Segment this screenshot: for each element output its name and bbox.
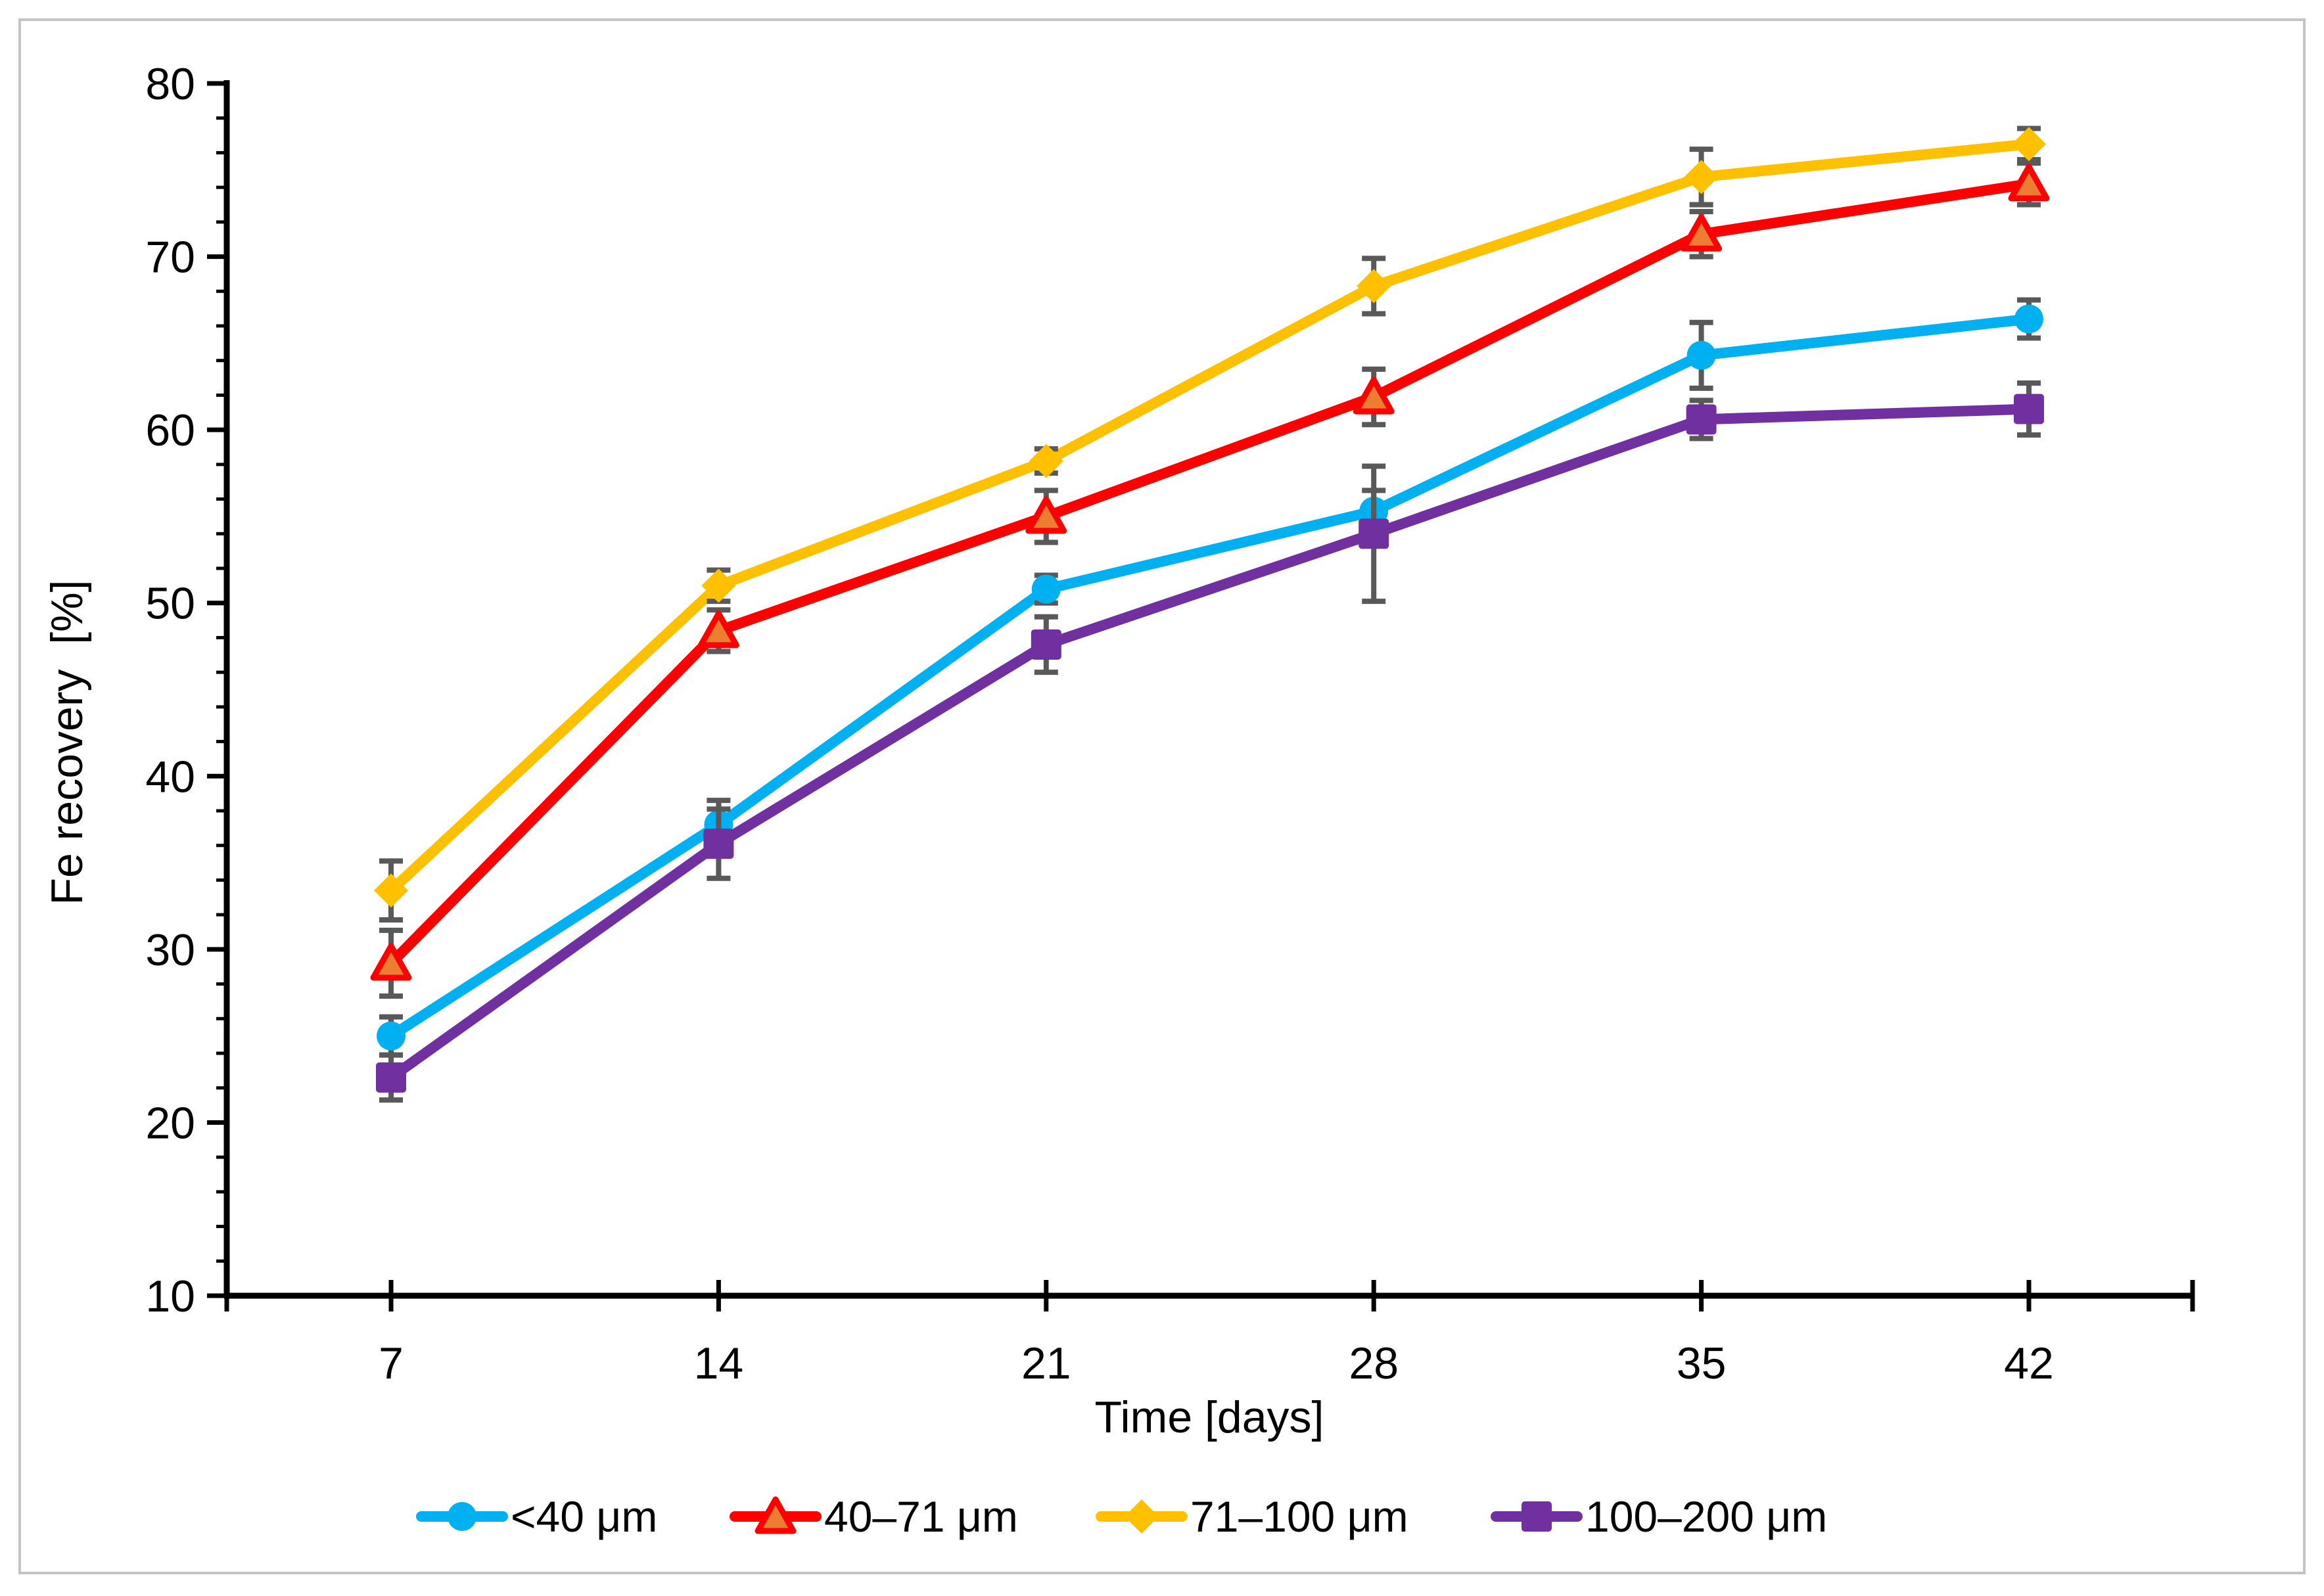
figure-border (18, 18, 2306, 1574)
x-tick-label: 42 (2004, 1338, 2054, 1388)
data-point-square (1686, 404, 1717, 435)
legend: <40 μm 40–71 μm 71–100 μm 100–200 μm (416, 1492, 1827, 1541)
x-tick-label: 35 (1677, 1338, 1727, 1388)
data-point-triangle (1681, 214, 1723, 252)
legend-label: 40–71 μm (824, 1492, 1018, 1541)
data-point-square (1031, 629, 1061, 660)
data-point-diamond (1357, 269, 1391, 304)
legend-item: 40–71 μm (730, 1492, 1018, 1541)
data-point-triangle (370, 943, 412, 981)
data-point-square (703, 829, 734, 859)
legend-label: 100–200 μm (1585, 1492, 1827, 1541)
y-tick-label: 60 (145, 405, 195, 455)
series-line (386, 139, 2034, 896)
data-point-triangle (2008, 164, 2050, 202)
legend-label: 71–100 μm (1190, 1492, 1408, 1541)
data-point-triangle (697, 610, 739, 649)
data-point-diamond (1125, 1499, 1159, 1534)
series-0 (377, 297, 2043, 1058)
data-point-diamond (701, 568, 736, 603)
y-tick-label: 80 (145, 59, 195, 109)
series-2 (374, 125, 2046, 923)
data-point-circle (448, 1502, 476, 1531)
legend-item: <40 μm (416, 1492, 657, 1541)
x-tick-label: 7 (379, 1338, 404, 1388)
x-axis-title: Time [days] (1095, 1392, 1324, 1442)
data-point-diamond (1684, 160, 1719, 194)
data-point-square (1522, 1501, 1552, 1532)
series-plot-area (370, 125, 2050, 1103)
legend-item: 100–200 μm (1491, 1492, 1827, 1541)
x-tick-label: 14 (694, 1338, 744, 1388)
y-tick-label: 70 (145, 233, 195, 283)
data-point-circle (2014, 304, 2043, 334)
x-tick-label: 21 (1021, 1338, 1071, 1388)
series-3 (376, 380, 2044, 1103)
y-axis-title: Fe recovery [%] (42, 580, 92, 905)
y-tick-label: 10 (145, 1271, 195, 1321)
y-tick-label: 30 (145, 925, 195, 975)
x-tick-label: 28 (1349, 1338, 1399, 1388)
data-point-square (2014, 394, 2044, 424)
data-point-circle (377, 1021, 406, 1051)
y-tick-label: 50 (145, 579, 195, 629)
data-point-diamond (2012, 127, 2046, 162)
data-point-triangle (1025, 496, 1067, 534)
legend-item: 71–100 μm (1096, 1492, 1408, 1541)
data-point-triangle (1353, 376, 1395, 415)
data-point-circle (1031, 574, 1061, 604)
data-point-triangle (755, 1496, 797, 1534)
series-line (386, 313, 2034, 1041)
data-point-circle (1686, 340, 1716, 370)
axis-titles: Time [days] Fe recovery [%] (42, 580, 1324, 1442)
series-1 (370, 160, 2050, 999)
data-point-diamond (374, 873, 408, 908)
axes: 10 20 30 40 50 60 70 80 7 14 21 28 35 42 (145, 59, 2195, 1388)
series-line (386, 403, 2034, 1083)
data-point-diamond (1029, 444, 1063, 478)
series-line (386, 178, 2034, 969)
data-point-square (1359, 518, 1389, 549)
data-point-square (376, 1062, 406, 1093)
y-tick-label: 20 (145, 1098, 195, 1148)
legend-label: <40 μm (511, 1492, 657, 1541)
y-tick-label: 40 (145, 752, 195, 802)
